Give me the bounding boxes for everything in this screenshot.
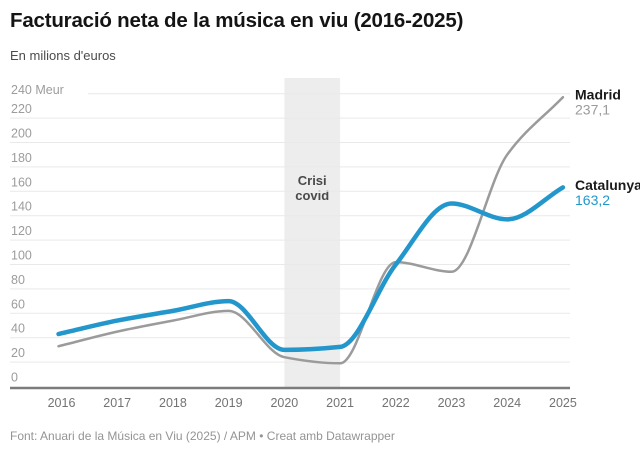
y-tick-label: 120 <box>11 224 32 238</box>
series-end-value: 237,1 <box>575 102 610 118</box>
x-tick-label: 2016 <box>48 396 76 410</box>
series-end-label: Catalunya <box>575 177 640 193</box>
y-tick-label: 40 <box>11 322 25 336</box>
y-tick-label: 180 <box>11 151 32 165</box>
x-tick-label: 2019 <box>215 396 243 410</box>
x-tick-label: 2018 <box>159 396 187 410</box>
x-tick-label: 2025 <box>549 396 577 410</box>
madrid-line <box>57 95 565 365</box>
y-tick-label: 220 <box>11 102 32 116</box>
x-tick-label: 2024 <box>493 396 521 410</box>
catalunya-line <box>56 185 566 353</box>
x-tick-label: 2022 <box>382 396 410 410</box>
y-tick-label: 140 <box>11 200 32 214</box>
y-tick-label: 240 Meur <box>11 83 64 97</box>
y-tick-label: 100 <box>11 249 32 263</box>
x-tick-label: 2017 <box>103 396 131 410</box>
y-tick-label: 60 <box>11 297 25 311</box>
y-tick-label: 160 <box>11 175 32 189</box>
y-tick-label: 200 <box>11 127 32 141</box>
chart-title: Facturació neta de la música en viu (201… <box>10 9 464 32</box>
series-end-value: 163,2 <box>575 192 610 208</box>
x-tick-label: 2021 <box>326 396 354 410</box>
covid-band-label: covid <box>295 188 329 203</box>
footer-attribution: Font: Anuari de la Música en Viu (2025) … <box>10 429 395 443</box>
y-tick-label: 0 <box>11 371 18 385</box>
covid-band-label: Crisi <box>298 173 327 188</box>
y-tick-label: 20 <box>11 346 25 360</box>
series-end-label: Madrid <box>575 87 621 103</box>
x-tick-label: 2023 <box>438 396 466 410</box>
x-tick-label: 2020 <box>270 396 298 410</box>
chart-subtitle: En milions d'euros <box>10 48 116 63</box>
y-tick-label: 80 <box>11 273 25 287</box>
covid-band <box>284 78 341 388</box>
